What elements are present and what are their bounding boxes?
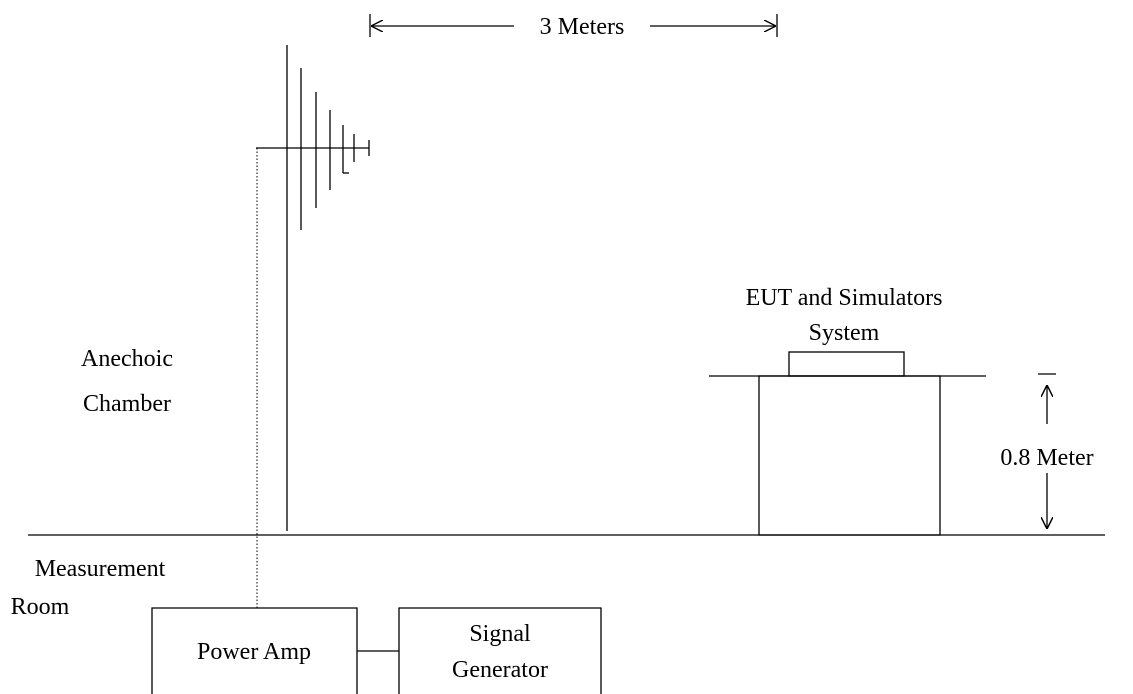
height-dimension: 0.8 Meter — [1000, 373, 1094, 529]
distance-label: 3 Meters — [540, 14, 625, 40]
table-body — [758, 375, 941, 536]
chamber-label-line1: Anechoic — [81, 346, 173, 372]
room-label-line2: Room — [11, 594, 70, 620]
room-label-line1: Measurement — [35, 556, 166, 582]
signal-generator-label-line1: Signal — [469, 621, 531, 647]
chamber-label-line2: Chamber — [83, 391, 171, 417]
signal-generator-box — [398, 607, 602, 694]
measurement-equipment: Power Amp Signal Generator — [151, 607, 602, 694]
power-amp-label: Power Amp — [197, 639, 311, 665]
distance-dimension: 3 Meters — [369, 14, 778, 40]
signal-generator-label-line2: Generator — [452, 657, 548, 683]
antenna — [256, 45, 370, 531]
eut-box — [788, 351, 905, 377]
eut-label-line2: System — [809, 320, 880, 346]
height-label: 0.8 Meter — [1000, 445, 1093, 471]
eut-label-line1: EUT and Simulators — [746, 285, 943, 311]
eut-table: EUT and Simulators System — [709, 285, 986, 536]
antenna-cable — [256, 147, 286, 608]
